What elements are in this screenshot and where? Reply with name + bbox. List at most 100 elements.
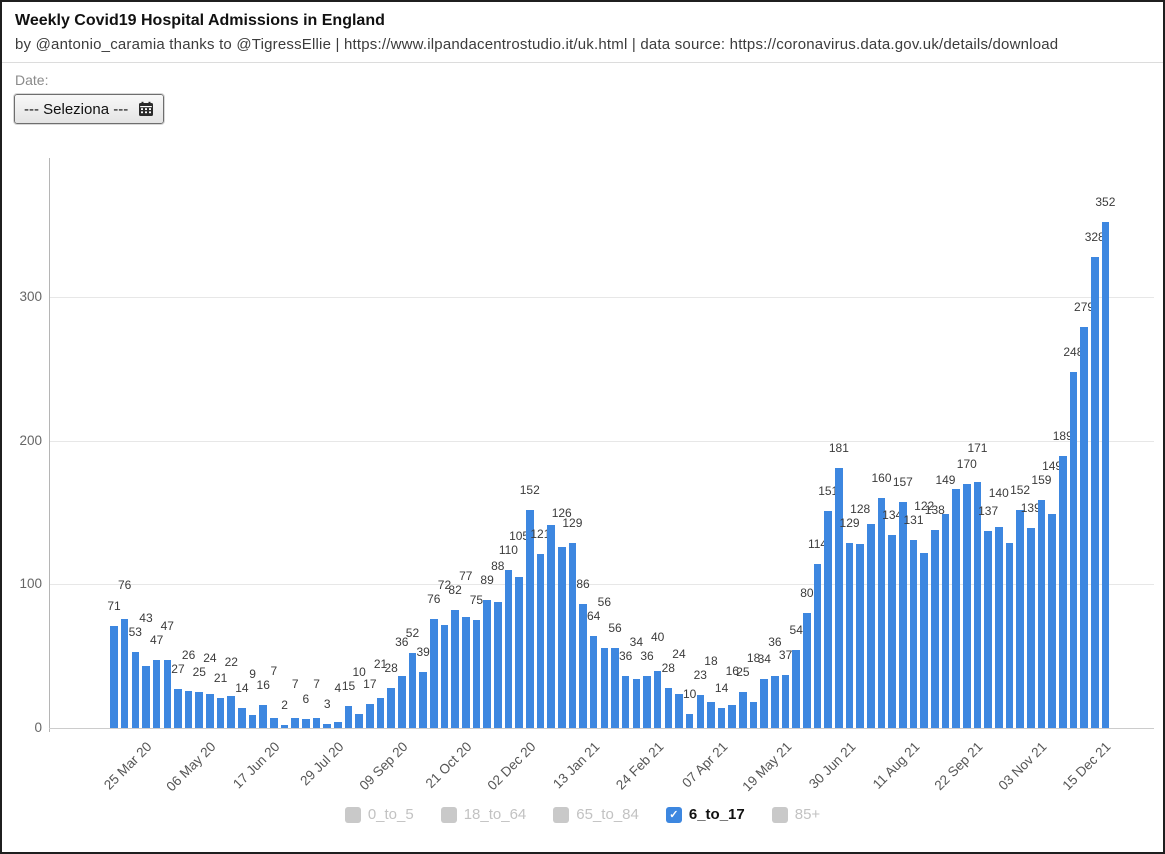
bar-value-label: 248 — [1063, 344, 1084, 359]
bar — [675, 693, 683, 728]
y-axis-tick-label: 100 — [19, 576, 42, 592]
bar — [131, 651, 140, 728]
bar — [963, 483, 971, 728]
calendar-icon — [138, 101, 154, 117]
bar-value-label: 76 — [427, 591, 441, 606]
bar — [1016, 509, 1024, 728]
x-axis-tick-label: 17 Jun 20 — [229, 739, 283, 792]
bar-value-label: 26 — [181, 648, 196, 663]
bar-value-label: 2 — [281, 698, 288, 713]
x-axis-tick-label: 06 May 20 — [163, 739, 219, 795]
x-axis-line — [49, 728, 1154, 729]
bar-value-label: 77 — [459, 569, 473, 584]
bar-value-label: 110 — [498, 542, 518, 557]
bar — [984, 531, 992, 728]
bar — [440, 624, 449, 728]
bar — [771, 676, 779, 728]
bar — [451, 610, 459, 728]
y-axis-tick-label: 0 — [34, 720, 42, 735]
bar — [504, 569, 513, 728]
bar — [621, 676, 630, 728]
bar-value-label: 21 — [373, 656, 388, 671]
bar — [899, 502, 907, 728]
bar-value-label: 152 — [519, 482, 540, 497]
bar-value-label: 39 — [416, 644, 430, 659]
bar-value-label: 152 — [1010, 482, 1031, 497]
gridline-y300 — [49, 296, 1154, 298]
bar-value-label: 36 — [768, 635, 782, 650]
bar-value-label: 34 — [757, 652, 771, 667]
bar — [643, 676, 651, 728]
bar — [398, 676, 406, 728]
bar-value-label: 89 — [480, 573, 494, 588]
legend-item-label: 18_to_64 — [463, 806, 527, 823]
bar-value-label: 88 — [491, 559, 505, 574]
date-select[interactable]: --- Seleziona --- — [12, 93, 166, 125]
page-title: Weekly Covid19 Hospital Admissions in En… — [15, 12, 385, 29]
bar-value-label: 25 — [736, 665, 750, 680]
bar-value-label: 18 — [746, 651, 761, 666]
legend-item-label: 6_to_17 — [688, 806, 745, 823]
checked-checkbox-icon: ✓ — [665, 806, 682, 823]
unchecked-checkbox-icon — [771, 806, 788, 823]
bar-value-label: 28 — [661, 660, 675, 675]
bar — [909, 539, 918, 728]
bar-value-label: 114 — [807, 537, 828, 552]
bar-value-label: 352 — [1095, 195, 1116, 210]
bar-value-label: 131 — [903, 512, 924, 527]
bar — [760, 679, 769, 728]
bar-value-label: 139 — [1020, 501, 1041, 516]
bar-value-label: 17 — [363, 676, 377, 691]
bar-value-label: 122 — [914, 498, 935, 513]
legend-item-65_to_84[interactable]: 65_to_84 — [553, 806, 639, 823]
legend-item-0_to_5[interactable]: 0_to_5 — [344, 806, 414, 823]
bar-value-label: 71 — [107, 598, 121, 613]
bar — [120, 618, 129, 728]
bar — [600, 647, 609, 728]
bar-value-label: 82 — [448, 583, 462, 598]
bar-value-label: 171 — [967, 441, 988, 456]
bar — [344, 706, 353, 728]
bar-value-label: 15 — [341, 679, 356, 694]
bar — [483, 600, 491, 728]
bar — [152, 660, 161, 728]
bar-value-label: 151 — [818, 483, 839, 498]
x-axis-tick-label: 30 Jun 21 — [805, 739, 859, 792]
bar-value-label: 40 — [650, 629, 665, 644]
bar — [696, 694, 705, 728]
bar — [312, 717, 321, 728]
bar — [1037, 499, 1046, 728]
bar — [835, 467, 843, 728]
bar-value-label: 47 — [160, 619, 174, 634]
bar — [547, 525, 555, 728]
legend-item-85+[interactable]: 85+ — [771, 806, 820, 823]
bar — [376, 697, 385, 728]
legend-item-18_to_64[interactable]: 18_to_64 — [440, 806, 527, 823]
bar-value-label: 4 — [334, 681, 342, 696]
unchecked-checkbox-icon — [553, 806, 570, 823]
bar — [1090, 256, 1099, 728]
bar-value-label: 36 — [395, 635, 409, 650]
bar-value-label: 27 — [171, 662, 185, 677]
bar — [142, 666, 150, 728]
bar-value-label: 149 — [935, 472, 956, 487]
bar — [302, 719, 310, 728]
page-subtitle: by @antonio_caramia thanks to @TigressEl… — [15, 36, 1059, 53]
bar — [238, 707, 246, 728]
bar — [579, 604, 587, 728]
bar-value-label: 126 — [551, 505, 572, 520]
x-axis-tick-label: 21 Oct 20 — [422, 739, 475, 792]
bar-value-label: 34 — [629, 635, 643, 650]
bar — [1101, 222, 1110, 728]
bar — [931, 529, 939, 728]
bar-value-label: 181 — [828, 440, 849, 455]
legend-item-6_to_17[interactable]: ✓ 6_to_17 — [665, 806, 745, 823]
y-axis-tick-label: 300 — [19, 288, 42, 304]
bar-value-label: 76 — [117, 577, 132, 592]
bar-value-label: 56 — [597, 595, 612, 610]
bar — [685, 713, 694, 728]
bar-value-label: 6 — [302, 692, 310, 707]
bar-value-label: 72 — [437, 577, 452, 592]
gridline-y200 — [49, 440, 1154, 442]
